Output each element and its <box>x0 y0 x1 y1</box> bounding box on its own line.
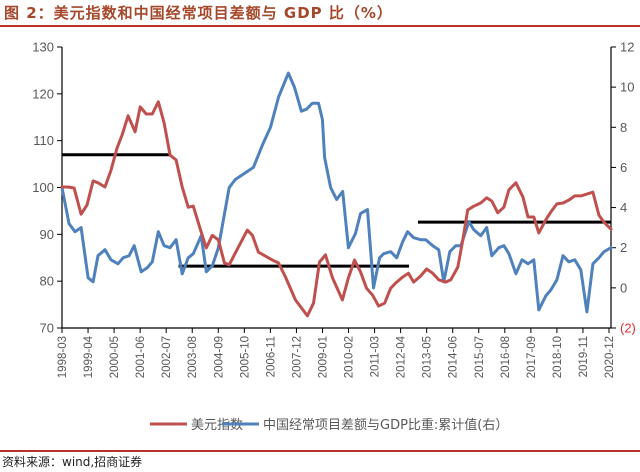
legend-label-ca: 中国经常项目差额与GDP比重:累计值(右） <box>263 417 508 433</box>
x-tick-label: 2014-06 <box>448 336 460 378</box>
x-tick-label: 2001-06 <box>135 336 147 378</box>
x-tick-label: 2011-03 <box>370 336 382 377</box>
right-tick-label: 10 <box>620 80 634 95</box>
x-tick-label: 2015-07 <box>474 336 486 378</box>
left-tick-label: 90 <box>40 227 54 242</box>
left-tick-label: 130 <box>32 40 54 55</box>
source-divider <box>0 450 640 452</box>
right-tick-label: 4 <box>620 200 627 215</box>
x-tick-label: 1998-03 <box>57 336 69 378</box>
left-tick-label: 120 <box>32 86 54 101</box>
right-tick-label: 8 <box>620 120 627 135</box>
x-tick-label: 1999-04 <box>83 335 95 378</box>
x-tick-label: 2013-05 <box>422 336 434 378</box>
chart: 70 80 90 100 110 120 130 (2) 0 2 4 6 8 10 12 1998-03 199… <box>32 40 636 434</box>
usd-index-line <box>60 100 613 318</box>
x-tick-label: 2019-11 <box>578 336 590 377</box>
left-tick-label: 80 <box>40 274 54 289</box>
x-tick-label: 2006-11 <box>265 336 277 377</box>
x-tick-label: 2002-07 <box>161 336 173 378</box>
left-tick-label: 110 <box>33 133 54 148</box>
x-tick-label: 2004-09 <box>213 336 225 378</box>
right-tick-label: 6 <box>620 160 627 175</box>
chart-title: 图 2：美元指数和中国经常项目差额与 GDP 比（%） <box>4 4 393 22</box>
current-account-gdp-line-group <box>60 71 613 314</box>
right-tick-label: (2) <box>620 321 636 336</box>
series-layer <box>60 71 613 318</box>
legend-label-usd: 美元指数 <box>191 418 243 433</box>
x-tick-label: 2020-12 <box>604 336 616 378</box>
right-tick-label: 2 <box>620 240 627 255</box>
x-tick-label: 2000-05 <box>109 336 121 378</box>
x-tick-label: 2007-12 <box>291 336 303 378</box>
x-tick-label: 2003-08 <box>187 336 199 378</box>
legend: 美元指数 中国经常项目差额与GDP比重:累计值(右） <box>150 417 508 433</box>
axes: 70 80 90 100 110 120 130 (2) 0 2 4 6 8 10 12 1998-03 199… <box>32 40 636 379</box>
usd-index-line-group <box>60 100 613 318</box>
x-tick-label: 2010-02 <box>344 336 356 378</box>
left-tick-label: 70 <box>40 321 54 336</box>
x-tick-label: 2018-10 <box>552 336 564 378</box>
left-tick-label: 100 <box>32 180 54 195</box>
x-tick-label: 2005-10 <box>239 336 251 378</box>
source-note: 资料来源：wind,招商证券 <box>2 455 143 469</box>
x-tick-label: 2016-08 <box>500 336 512 378</box>
average-lines <box>62 153 611 268</box>
x-tick-label: 2009-01 <box>317 336 329 378</box>
right-tick-label: 0 <box>620 280 627 295</box>
current-account-gdp-line <box>60 71 613 314</box>
right-tick-label: 12 <box>620 40 634 55</box>
x-tick-label: 2012-04 <box>396 335 408 378</box>
title-divider <box>0 25 640 27</box>
x-tick-label: 2017-09 <box>526 336 538 378</box>
